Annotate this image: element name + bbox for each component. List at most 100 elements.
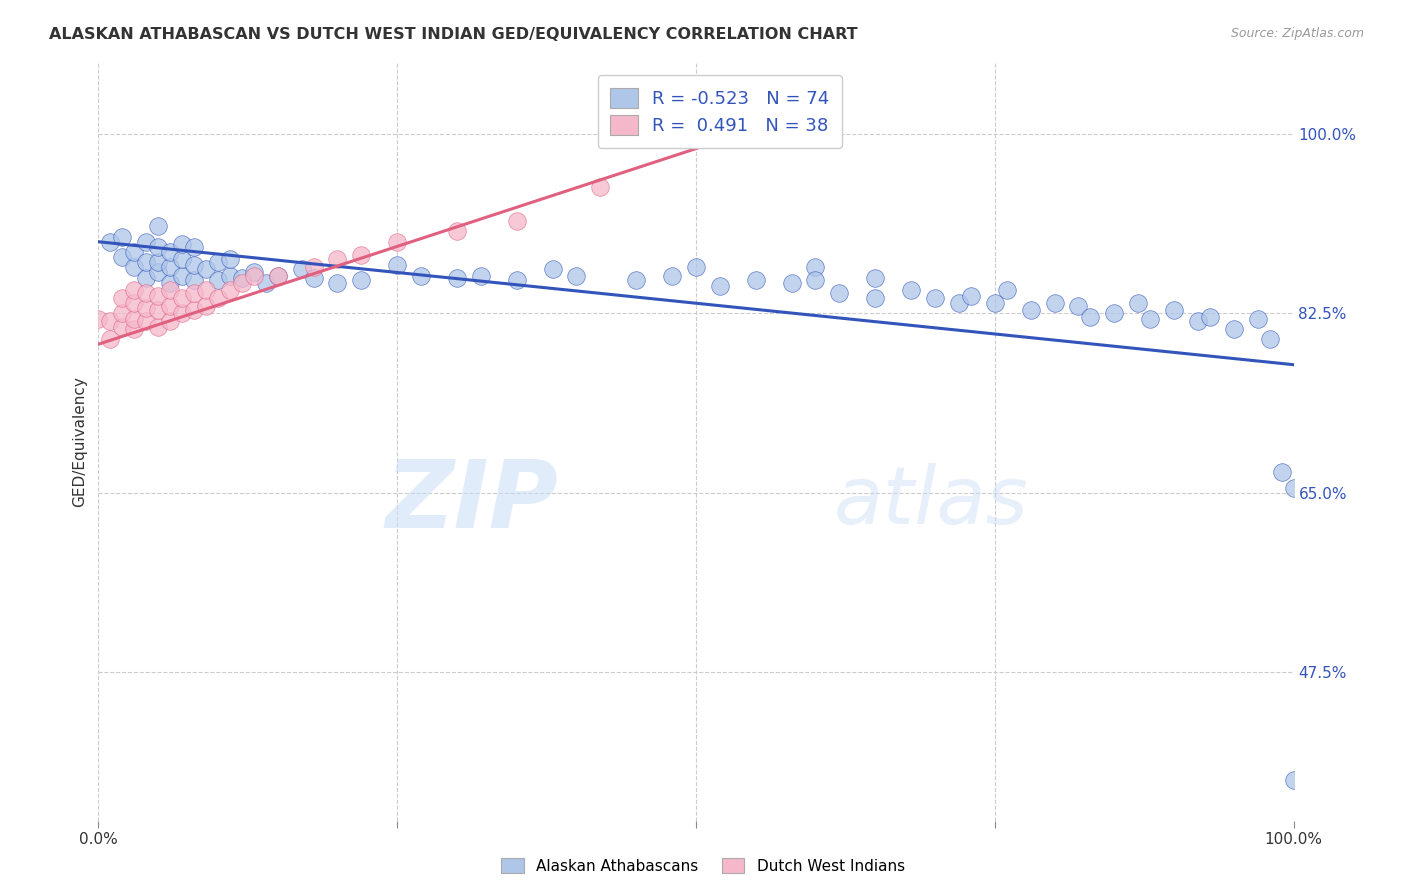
Point xyxy=(385,258,409,272)
Point xyxy=(183,285,205,300)
Point xyxy=(231,270,253,285)
Point xyxy=(865,270,887,285)
Point xyxy=(1258,332,1281,346)
Point xyxy=(87,311,110,326)
Point xyxy=(148,255,170,269)
Point xyxy=(135,270,157,285)
Text: atlas: atlas xyxy=(834,463,1028,541)
Point xyxy=(111,291,134,305)
Point xyxy=(135,285,157,300)
Point xyxy=(98,235,122,249)
Point xyxy=(326,276,349,290)
Point xyxy=(1043,296,1066,310)
Y-axis label: GED/Equivalency: GED/Equivalency xyxy=(72,376,87,507)
Point xyxy=(780,276,803,290)
Point xyxy=(900,283,922,297)
Point xyxy=(124,322,146,336)
Point xyxy=(1139,311,1161,326)
Point xyxy=(172,252,194,267)
Point xyxy=(135,301,157,316)
Point xyxy=(148,265,170,279)
Point xyxy=(148,219,170,234)
Point xyxy=(1067,299,1090,313)
Point xyxy=(865,291,887,305)
Point xyxy=(243,265,266,279)
Point xyxy=(254,276,277,290)
Point xyxy=(1282,481,1305,495)
Point xyxy=(960,289,983,303)
Point xyxy=(1223,322,1246,336)
Point xyxy=(219,268,242,283)
Text: Source: ZipAtlas.com: Source: ZipAtlas.com xyxy=(1230,27,1364,40)
Point xyxy=(219,252,242,267)
Point xyxy=(565,268,588,283)
Legend: Alaskan Athabascans, Dutch West Indians: Alaskan Athabascans, Dutch West Indians xyxy=(495,852,911,880)
Point xyxy=(135,255,157,269)
Point xyxy=(207,255,229,269)
Point xyxy=(243,268,266,283)
Point xyxy=(1271,465,1294,479)
Point xyxy=(183,240,205,254)
Legend: R = -0.523   N = 74, R =  0.491   N = 38: R = -0.523 N = 74, R = 0.491 N = 38 xyxy=(598,75,842,147)
Point xyxy=(124,296,146,310)
Point xyxy=(159,299,181,313)
Point xyxy=(111,319,134,334)
Point xyxy=(124,311,146,326)
Point xyxy=(267,268,290,283)
Point xyxy=(685,260,707,275)
Point xyxy=(195,299,218,313)
Point xyxy=(948,296,970,310)
Point xyxy=(183,273,205,287)
Point xyxy=(302,270,325,285)
Point xyxy=(1199,310,1222,324)
Point xyxy=(219,283,242,297)
Point xyxy=(267,268,290,283)
Point xyxy=(506,214,529,228)
Point xyxy=(207,273,229,287)
Point xyxy=(326,252,349,267)
Text: ALASKAN ATHABASCAN VS DUTCH WEST INDIAN GED/EQUIVALENCY CORRELATION CHART: ALASKAN ATHABASCAN VS DUTCH WEST INDIAN … xyxy=(49,27,858,42)
Point xyxy=(135,235,157,249)
Point xyxy=(148,319,170,334)
Point xyxy=(231,276,253,290)
Point xyxy=(1247,311,1270,326)
Point xyxy=(183,258,205,272)
Point xyxy=(207,291,229,305)
Point xyxy=(195,283,218,297)
Point xyxy=(159,283,181,297)
Point xyxy=(159,313,181,327)
Point xyxy=(804,273,827,287)
Point xyxy=(195,262,218,277)
Point xyxy=(302,260,325,275)
Point xyxy=(385,235,409,249)
Point xyxy=(995,283,1018,297)
Point xyxy=(148,240,170,254)
Point xyxy=(183,303,205,318)
Point xyxy=(111,229,134,244)
Point xyxy=(470,268,492,283)
Point xyxy=(1282,772,1305,787)
Point xyxy=(984,296,1007,310)
Point xyxy=(159,276,181,290)
Point xyxy=(172,236,194,251)
Point xyxy=(350,273,373,287)
Point xyxy=(172,268,194,283)
Point xyxy=(1019,303,1042,318)
Point xyxy=(111,250,134,264)
Point xyxy=(1080,310,1102,324)
Point xyxy=(98,332,122,346)
Point xyxy=(124,260,146,275)
Point xyxy=(291,262,314,277)
Point xyxy=(135,313,157,327)
Point xyxy=(661,268,683,283)
Point xyxy=(1104,306,1126,320)
Point xyxy=(506,273,529,287)
Point xyxy=(124,244,146,259)
Point xyxy=(1128,296,1150,310)
Point xyxy=(626,273,648,287)
Point xyxy=(1163,303,1185,318)
Point xyxy=(159,260,181,275)
Point xyxy=(589,180,612,194)
Point xyxy=(172,291,194,305)
Text: ZIP: ZIP xyxy=(385,456,558,549)
